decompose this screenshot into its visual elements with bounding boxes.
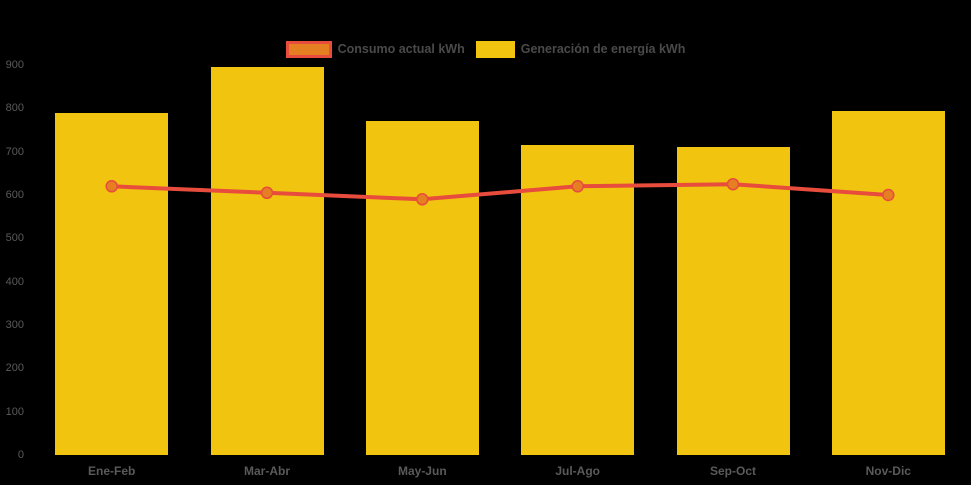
- y-axis-tick-200: 200: [5, 362, 24, 375]
- line-point-jul-ago[interactable]: [571, 180, 584, 193]
- x-axis-label-nov-dic: Nov-Dic: [865, 464, 911, 478]
- x-axis-label-sep-oct: Sep-Oct: [709, 464, 756, 478]
- bar-nov-dic[interactable]: [831, 110, 945, 455]
- legend-label-generacion: Generación de energía kWh: [520, 42, 686, 56]
- y-axis-tick-600: 600: [5, 189, 24, 201]
- bar-mar-abr[interactable]: [210, 67, 324, 455]
- x-axis-label-ene-feb: Ene-Feb: [87, 464, 136, 478]
- line-point-may-jun[interactable]: [416, 193, 429, 206]
- legend-item-generacion[interactable]: Generación de energía kWh: [475, 41, 686, 58]
- y-axis-tick-300: 300: [5, 319, 24, 331]
- bar-may-jun[interactable]: [365, 121, 479, 455]
- consumo-line-swatch-icon: [285, 41, 332, 58]
- bar-sep-oct[interactable]: [676, 147, 790, 455]
- line-point-mar-abr[interactable]: [260, 186, 274, 200]
- x-axis-label-jul-ago: Jul-Ago: [555, 464, 600, 478]
- legend-label-consumo: Consumo actual kWh: [337, 42, 465, 56]
- y-axis-tick-500: 500: [5, 232, 24, 245]
- x-axis-label-may-jun: May-Jun: [397, 464, 447, 478]
- y-axis-tick-900: 900: [5, 59, 24, 71]
- line-point-ene-feb[interactable]: [105, 180, 118, 193]
- line-point-nov-dic[interactable]: [882, 188, 895, 202]
- line-point-sep-oct[interactable]: [726, 177, 740, 191]
- generacion-bar-swatch-icon: [475, 41, 515, 58]
- legend-item-consumo[interactable]: Consumo actual kWh: [285, 41, 465, 58]
- y-axis-tick-100: 100: [5, 405, 24, 418]
- y-axis-tick-800: 800: [5, 102, 24, 115]
- y-axis-tick-0: 0: [17, 449, 24, 461]
- y-axis-tick-700: 700: [5, 145, 24, 158]
- chart-legend: Consumo actual kWh Generación de energía…: [0, 41, 971, 58]
- bar-ene-feb[interactable]: [55, 112, 169, 455]
- y-axis-tick-400: 400: [5, 275, 24, 288]
- x-axis-label-mar-abr: Mar-Abr: [243, 464, 290, 478]
